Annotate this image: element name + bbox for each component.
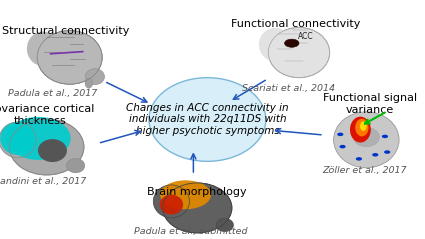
Circle shape xyxy=(284,39,299,47)
Text: Structural connectivity: Structural connectivity xyxy=(2,26,130,36)
Ellipse shape xyxy=(0,122,35,155)
Ellipse shape xyxy=(153,185,190,218)
Ellipse shape xyxy=(360,121,367,131)
Ellipse shape xyxy=(38,139,67,162)
Text: Brain morphology: Brain morphology xyxy=(147,187,246,197)
Ellipse shape xyxy=(159,195,183,215)
Ellipse shape xyxy=(85,69,105,85)
Text: Padula et al., submitted: Padula et al., submitted xyxy=(134,227,248,236)
Ellipse shape xyxy=(6,117,71,160)
Ellipse shape xyxy=(0,122,36,158)
Text: Zöller et al., 2017: Zöller et al., 2017 xyxy=(323,166,407,175)
Ellipse shape xyxy=(27,32,59,66)
Ellipse shape xyxy=(149,78,266,161)
Ellipse shape xyxy=(353,128,380,147)
Text: Padula et al., 2017: Padula et al., 2017 xyxy=(8,89,98,98)
Circle shape xyxy=(384,150,390,154)
Ellipse shape xyxy=(37,31,102,84)
Text: Functional signal
variance: Functional signal variance xyxy=(323,93,417,115)
Text: Covariance cortical
thickness: Covariance cortical thickness xyxy=(0,104,94,125)
Text: Sandini et al., 2017: Sandini et al., 2017 xyxy=(0,177,87,186)
Ellipse shape xyxy=(334,112,399,168)
Ellipse shape xyxy=(350,117,371,142)
Ellipse shape xyxy=(268,27,330,78)
Circle shape xyxy=(340,145,346,148)
Ellipse shape xyxy=(259,28,292,61)
Text: Changes in ACC connectivity in
individuals with 22q11DS with
higher psychotic sy: Changes in ACC connectivity in individua… xyxy=(126,103,289,136)
Circle shape xyxy=(337,133,343,136)
Text: Scariati et al., 2014: Scariati et al., 2014 xyxy=(243,84,335,93)
Text: ACC: ACC xyxy=(298,32,313,41)
Ellipse shape xyxy=(85,78,93,88)
Ellipse shape xyxy=(160,180,211,209)
Ellipse shape xyxy=(9,119,84,175)
Ellipse shape xyxy=(163,183,232,233)
Text: Functional connectivity: Functional connectivity xyxy=(231,19,360,29)
Ellipse shape xyxy=(67,158,85,173)
Circle shape xyxy=(382,135,388,138)
Ellipse shape xyxy=(216,218,233,232)
Circle shape xyxy=(356,157,362,161)
Circle shape xyxy=(372,153,378,157)
Ellipse shape xyxy=(355,119,368,136)
